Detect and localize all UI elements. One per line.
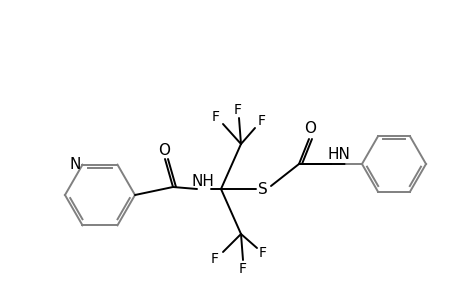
Text: O: O: [157, 142, 170, 158]
Text: F: F: [239, 262, 246, 276]
Text: F: F: [212, 110, 219, 124]
Text: O: O: [303, 121, 315, 136]
Text: F: F: [257, 114, 265, 128]
Text: HN: HN: [327, 146, 350, 161]
Text: F: F: [234, 103, 241, 117]
Text: NH: NH: [191, 173, 214, 188]
Text: F: F: [211, 252, 218, 266]
Text: N: N: [70, 157, 81, 172]
Text: S: S: [257, 182, 267, 196]
Text: F: F: [258, 246, 266, 260]
